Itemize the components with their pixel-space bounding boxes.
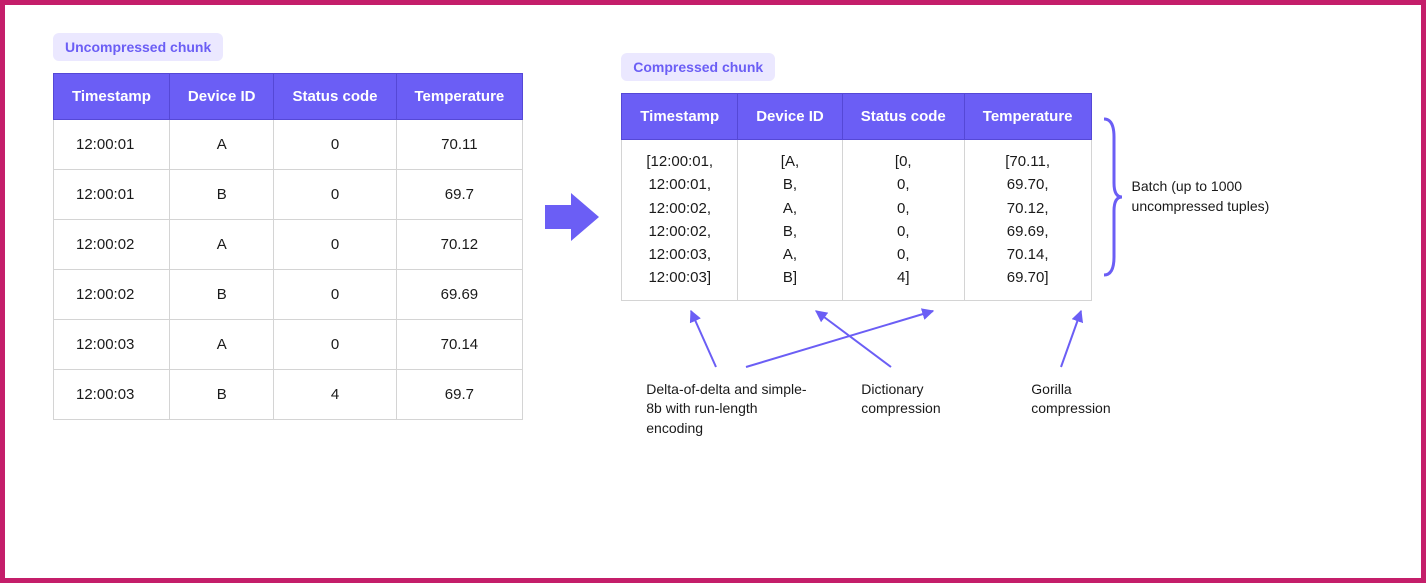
table-row: 12:00:03B469.7 xyxy=(54,370,523,420)
table-cell: 12:00:03 xyxy=(54,320,170,370)
col-header: Timestamp xyxy=(54,74,170,120)
compressed-section: Compressed chunk Timestamp Device ID Sta… xyxy=(621,53,1271,470)
table-cell: A xyxy=(169,320,274,370)
caption-delta: Delta-of-delta and simple-8b with run-le… xyxy=(646,380,816,439)
table-row: 12:00:01B069.7 xyxy=(54,170,523,220)
brace-annotation: Batch (up to 1000 uncompressed tuples) xyxy=(1100,117,1272,277)
table-cell: B xyxy=(169,370,274,420)
layout-row: Uncompressed chunk Timestamp Device ID S… xyxy=(53,33,1373,470)
table-cell: 4 xyxy=(274,370,396,420)
compressed-cell: [70.11,69.70,70.12,69.69,70.14,69.70] xyxy=(964,140,1091,301)
col-header: Temperature xyxy=(964,94,1091,140)
table-row: 12:00:02B069.69 xyxy=(54,270,523,320)
table-cell: 12:00:01 xyxy=(54,170,170,220)
compressed-cell: [A,B,A,B,A,B] xyxy=(738,140,843,301)
uncompressed-section: Uncompressed chunk Timestamp Device ID S… xyxy=(53,33,523,420)
table-cell: 70.14 xyxy=(396,320,523,370)
captions: Delta-of-delta and simple-8b with run-le… xyxy=(621,380,1271,470)
table-cell: 70.12 xyxy=(396,220,523,270)
table-cell: B xyxy=(169,270,274,320)
compressed-table: Timestamp Device ID Status code Temperat… xyxy=(621,93,1091,301)
col-header: Status code xyxy=(274,74,396,120)
table-cell: 0 xyxy=(274,270,396,320)
table-row: 12:00:02A070.12 xyxy=(54,220,523,270)
arrow-icon xyxy=(545,193,599,246)
table-cell: B xyxy=(169,170,274,220)
compressed-cell: [0,0,0,0,0,4] xyxy=(842,140,964,301)
table-cell: 69.7 xyxy=(396,370,523,420)
col-header: Temperature xyxy=(396,74,523,120)
compressed-cell: [12:00:01,12:00:01,12:00:02,12:00:02,12:… xyxy=(622,140,738,301)
table-cell: A xyxy=(169,220,274,270)
table-cell: 70.11 xyxy=(396,120,523,170)
table-cell: 12:00:02 xyxy=(54,270,170,320)
col-header: Timestamp xyxy=(622,94,738,140)
annotation-arrows xyxy=(621,305,1161,375)
caption-dictionary: Dictionary compression xyxy=(861,380,971,419)
table-cell: 12:00:03 xyxy=(54,370,170,420)
caption-gorilla: Gorilla compression xyxy=(1031,380,1141,419)
table-cell: 0 xyxy=(274,220,396,270)
brace-icon xyxy=(1100,117,1124,277)
table-cell: 69.7 xyxy=(396,170,523,220)
table-cell: 12:00:02 xyxy=(54,220,170,270)
col-header: Device ID xyxy=(169,74,274,120)
col-header: Device ID xyxy=(738,94,843,140)
table-cell: 69.69 xyxy=(396,270,523,320)
table-row: 12:00:01A070.11 xyxy=(54,120,523,170)
uncompressed-table: Timestamp Device ID Status code Temperat… xyxy=(53,73,523,420)
table-cell: 12:00:01 xyxy=(54,120,170,170)
table-cell: 0 xyxy=(274,120,396,170)
uncompressed-badge: Uncompressed chunk xyxy=(53,33,223,61)
diagram-frame: Uncompressed chunk Timestamp Device ID S… xyxy=(0,0,1426,583)
table-cell: A xyxy=(169,120,274,170)
col-header: Status code xyxy=(842,94,964,140)
brace-label: Batch (up to 1000 uncompressed tuples) xyxy=(1132,177,1272,216)
compressed-badge: Compressed chunk xyxy=(621,53,775,81)
table-cell: 0 xyxy=(274,320,396,370)
table-cell: 0 xyxy=(274,170,396,220)
table-row: 12:00:03A070.14 xyxy=(54,320,523,370)
